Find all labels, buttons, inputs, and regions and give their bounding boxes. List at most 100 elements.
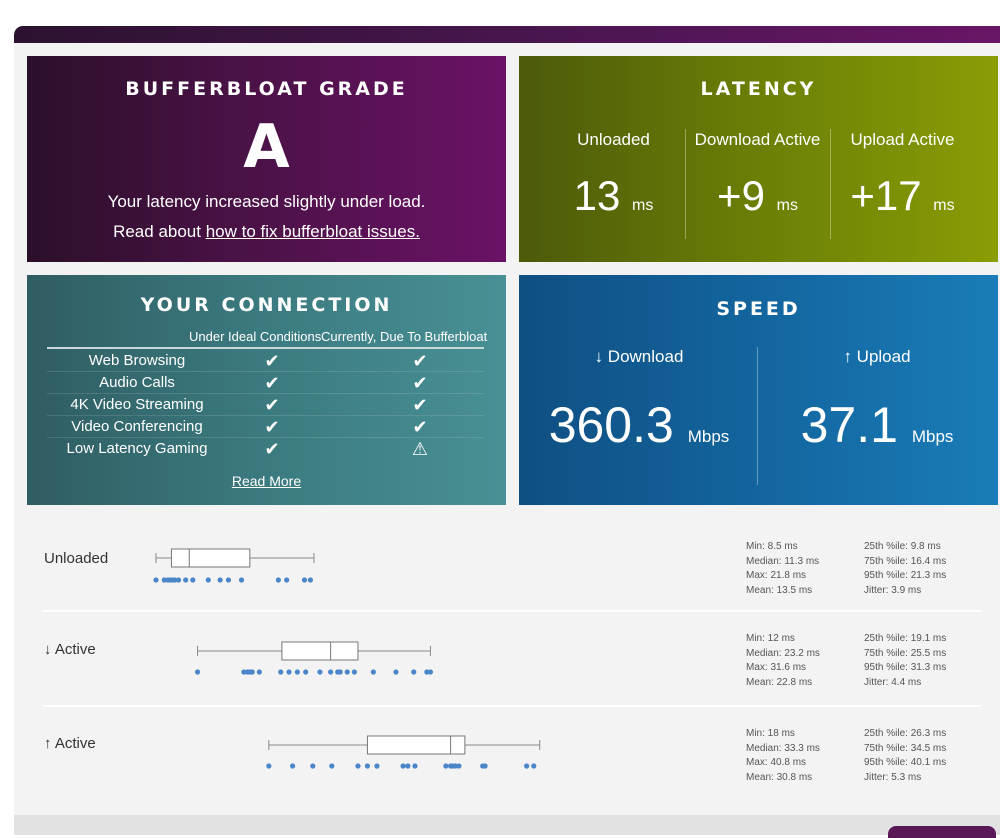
latency-upload-value: +17 ms	[850, 172, 955, 219]
check-icon: ✔	[412, 351, 428, 372]
sample-point	[337, 669, 343, 675]
sample-point	[161, 577, 167, 583]
sample-point	[424, 669, 430, 675]
sample-point	[329, 763, 335, 769]
sample-point	[190, 577, 196, 583]
latency-upload-active: Upload Active +17 ms	[830, 128, 975, 240]
download-value: 360.3 Mbps	[548, 397, 730, 453]
sample-point	[393, 669, 399, 675]
upload-label: ↑ Upload	[843, 347, 911, 366]
check-icon: ✔	[264, 439, 280, 460]
sample-point	[225, 577, 232, 583]
row-name: Video Conferencing	[71, 418, 203, 435]
sample-point	[266, 763, 272, 769]
stats-col-right: 25th %ile: 19.1 ms 75th %ile: 25.5 ms 95th…	[864, 633, 947, 688]
connection-title: YOUR CONNECTION	[140, 294, 393, 316]
current-conditions-header: Currently, Due To Bufferbloat	[321, 329, 488, 344]
latency-upload-label: Upload Active	[850, 130, 955, 149]
stats-col-left: Min: 12 ms Median: 23.2 ms Max: 31.6 ms Mea…	[746, 633, 820, 688]
stats-col-left: Min: 8.5 ms Median: 11.3 ms Max: 21.8 ms Me…	[746, 541, 820, 596]
header-divider	[47, 347, 484, 349]
read-more-link[interactable]: Read More	[231, 473, 302, 489]
sample-point	[370, 669, 376, 675]
upload-value: 37.1 Mbps	[800, 397, 954, 453]
sample-point	[456, 763, 462, 769]
row-name: Web Browsing	[88, 352, 186, 369]
check-icon: ✔	[412, 417, 428, 438]
latency-download-active: Download Active +9 ms	[685, 128, 830, 240]
sample-point	[286, 669, 292, 675]
read-about-prefix: Read about	[113, 222, 206, 241]
chart-label: ↑ Active	[44, 735, 96, 752]
speed-title: SPEED	[716, 298, 801, 320]
chart-label: Unloaded	[44, 550, 109, 567]
sample-point	[328, 669, 334, 675]
check-icon: ✔	[264, 395, 280, 416]
download-speed: ↓ Download 360.3 Mbps	[519, 347, 759, 465]
check-icon: ✔	[412, 373, 428, 394]
sample-point	[405, 763, 411, 769]
top-accent-bar	[14, 26, 1000, 43]
iqr-box	[170, 548, 251, 568]
latency-unloaded-label: Unloaded	[577, 130, 650, 149]
connection-row: Video Conferencing ✔ ✔	[47, 416, 484, 438]
connection-row: 4K Video Streaming ✔ ✔	[47, 394, 484, 416]
latency-unloaded-value: 13 ms	[573, 172, 654, 219]
sample-point	[452, 763, 458, 769]
sample-point	[344, 669, 350, 675]
ideal-conditions-header: Under Ideal Conditions	[189, 329, 322, 344]
check-icon: ✔	[264, 351, 280, 372]
sample-point	[275, 577, 281, 583]
latency-chart-download-active: ↓ Active Min: 12 ms Median: 23.2 ms Max: 3…	[27, 622, 982, 704]
sample-point	[355, 763, 361, 769]
sample-point	[351, 669, 357, 675]
row-divider	[43, 705, 981, 707]
sample-point	[411, 669, 417, 675]
fix-bufferbloat-link[interactable]: how to fix bufferbloat issues.	[205, 222, 420, 241]
sample-point	[217, 577, 223, 583]
iqr-box	[366, 735, 466, 755]
sample-point	[400, 763, 406, 769]
sample-point	[364, 763, 371, 769]
chart-label: ↓ Active	[44, 641, 96, 658]
sample-point	[249, 669, 255, 675]
grade-summary: Your latency increased slightly under lo…	[107, 192, 426, 211]
sample-point	[374, 763, 380, 769]
latency-download-label: Download Active	[694, 130, 821, 149]
boxplot-unloaded	[153, 548, 315, 583]
row-name: Low Latency Gaming	[66, 440, 208, 457]
sample-point	[183, 577, 189, 583]
sample-point	[194, 669, 201, 675]
row-divider	[43, 610, 981, 612]
check-icon: ✔	[412, 395, 428, 416]
sample-point	[238, 577, 245, 583]
row-name: 4K Video Streaming	[70, 396, 204, 413]
sample-point	[482, 763, 488, 769]
latency-unloaded: Unloaded 13 ms	[541, 128, 686, 240]
latency-divider	[830, 129, 831, 239]
your-connection-card: YOUR CONNECTION Under Ideal Conditions C…	[27, 275, 506, 505]
connection-row: Audio Calls ✔ ✔	[47, 372, 484, 394]
download-label: ↓ Download	[594, 347, 684, 366]
iqr-box	[281, 641, 359, 661]
stats-col-right: 25th %ile: 9.8 ms 75th %ile: 16.4 ms 95th …	[864, 541, 947, 596]
connection-row: Web Browsing ✔ ✔	[47, 350, 484, 372]
stats-col-left: Min: 18 ms Median: 33.3 ms Max: 40.8 ms Mea…	[746, 728, 820, 783]
sample-point	[153, 577, 159, 583]
row-name: Audio Calls	[99, 374, 175, 391]
sample-point	[303, 669, 309, 675]
latency-card: LATENCY Unloaded 13 ms Download Active +…	[519, 56, 998, 262]
check-icon: ✔	[264, 417, 280, 438]
sample-point	[172, 577, 178, 583]
sample-point	[290, 763, 296, 769]
warning-icon: ⚠	[411, 439, 429, 460]
sample-point	[317, 669, 323, 675]
sample-point	[294, 669, 300, 675]
latency-chart-unloaded: Unloaded Min: 8.5 ms Median: 11.3 ms Max: …	[27, 530, 982, 610]
sample-point	[412, 763, 418, 769]
connection-row: Low Latency Gaming ✔ ⚠	[47, 438, 484, 460]
sample-point	[427, 669, 434, 675]
footer-button[interactable]	[888, 826, 996, 838]
latency-divider	[685, 129, 686, 239]
speed-divider	[757, 347, 758, 485]
